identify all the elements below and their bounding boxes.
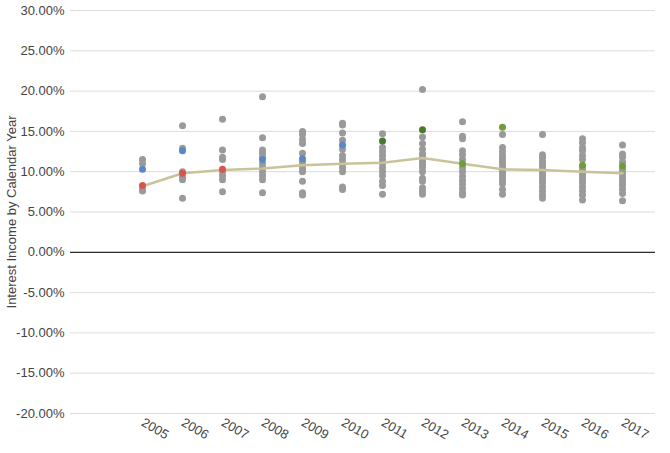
svg-text:Interest Income by Calendar Ye: Interest Income by Calendar Year [4, 115, 19, 309]
svg-text:2007: 2007 [219, 415, 252, 442]
svg-text:-5.00%: -5.00% [23, 285, 65, 300]
svg-text:2006: 2006 [179, 415, 212, 442]
svg-text:2016: 2016 [579, 415, 612, 442]
svg-text:2011: 2011 [379, 415, 411, 442]
svg-text:15.00%: 15.00% [20, 124, 65, 139]
svg-text:2013: 2013 [459, 415, 492, 442]
svg-text:-10.00%: -10.00% [16, 325, 65, 340]
svg-text:2009: 2009 [299, 415, 332, 442]
svg-text:2005: 2005 [139, 415, 172, 442]
svg-text:-15.00%: -15.00% [16, 365, 65, 380]
svg-text:2015: 2015 [539, 415, 572, 442]
svg-text:0.00%: 0.00% [28, 244, 65, 259]
svg-text:2010: 2010 [339, 415, 372, 442]
svg-text:20.00%: 20.00% [20, 83, 65, 98]
svg-text:25.00%: 25.00% [20, 43, 65, 58]
svg-text:10.00%: 10.00% [20, 164, 65, 179]
svg-text:2017: 2017 [619, 415, 652, 442]
svg-text:2012: 2012 [419, 415, 452, 442]
svg-text:5.00%: 5.00% [28, 204, 65, 219]
svg-text:2014: 2014 [499, 415, 532, 442]
svg-text:30.00%: 30.00% [20, 3, 65, 18]
svg-text:-20.00%: -20.00% [16, 406, 65, 421]
svg-text:2008: 2008 [259, 415, 292, 442]
